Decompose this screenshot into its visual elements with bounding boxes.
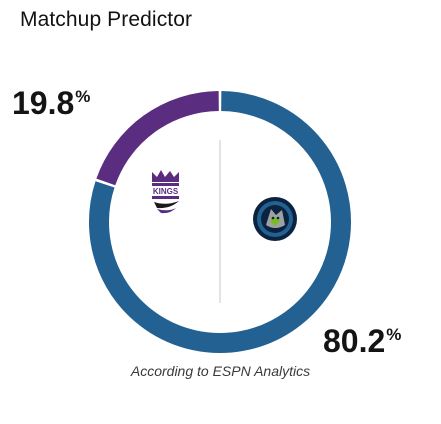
home-percent-sign: %	[386, 325, 402, 344]
home-probability-arc	[89, 91, 351, 353]
kings-wordmark: KINGS	[153, 187, 179, 196]
home-percent-value: 80.2	[323, 323, 386, 359]
away-percent-sign: %	[75, 87, 91, 106]
away-percent-value: 19.8	[12, 85, 75, 121]
widget-title: Matchup Predictor	[20, 8, 193, 31]
analytics-footnote: According to ESPN Analytics	[130, 363, 311, 379]
away-probability-arc	[96, 91, 220, 186]
away-win-percentage: 19.8%	[12, 85, 90, 122]
timberwolves-wolf-logo-icon[interactable]	[251, 195, 299, 243]
kings-crown-logo-icon[interactable]: KINGS	[148, 168, 192, 220]
home-win-percentage: 80.2%	[323, 323, 401, 360]
